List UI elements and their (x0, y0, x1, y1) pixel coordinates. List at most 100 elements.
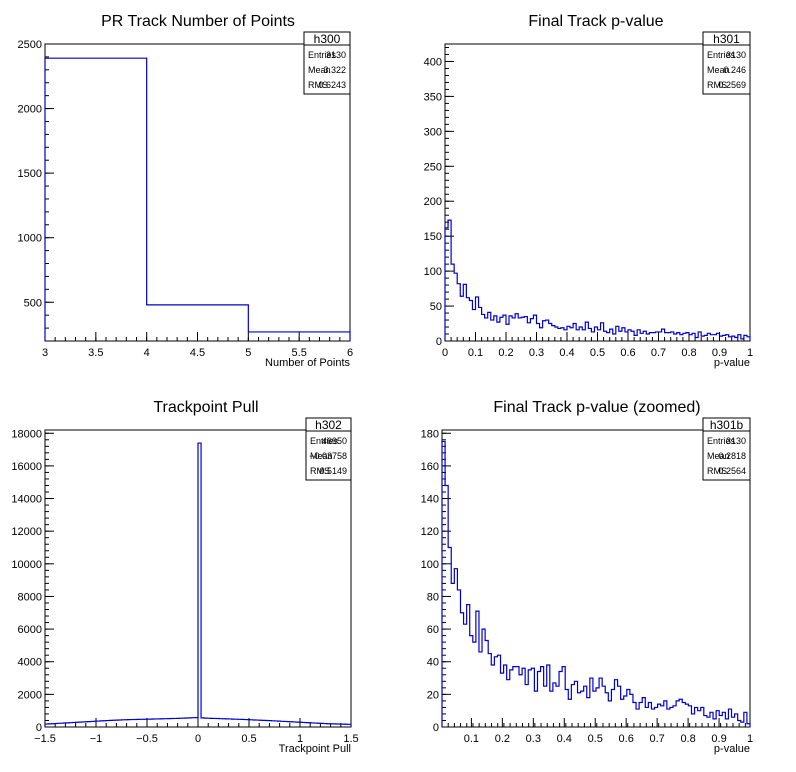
chart-title: PR Track Number of Points (101, 13, 295, 30)
y-tick-label: 0 (433, 722, 439, 734)
y-tick-label: 200 (424, 196, 442, 208)
x-tick-label: 0.5 (588, 733, 603, 745)
y-tick-label: 1000 (18, 233, 42, 245)
x-tick-label: 0.2 (498, 347, 513, 359)
stats-row-label: Mean (707, 65, 730, 75)
x-tick-label: 0.7 (649, 733, 664, 745)
stats-row-value: −0.03758 (309, 451, 347, 461)
stats-box-frame (305, 417, 352, 481)
y-tick-label: 20 (427, 689, 439, 701)
chart-title: Final Track p-value (528, 13, 663, 30)
stats-box-name: h300 (314, 32, 341, 46)
x-tick-label: 0.3 (526, 733, 541, 745)
x-tick-label: 1.5 (343, 733, 358, 745)
y-tick-label: 120 (421, 526, 439, 538)
y-tick-label: 100 (424, 266, 442, 278)
x-tick-label: 0.1 (468, 347, 483, 359)
stats-row-value: 3130 (726, 50, 746, 60)
y-tick-label: 10000 (11, 559, 42, 571)
x-tick-label: 0.9 (712, 347, 727, 359)
y-tick-label: 300 (424, 126, 442, 138)
stats-box-frame (702, 31, 751, 95)
y-tick-label: 500 (24, 297, 42, 309)
stats-row-value: 3130 (326, 50, 346, 60)
x-axis-label: Trackpoint Pull (279, 743, 351, 755)
stats-row-label: RMS (707, 80, 727, 90)
x-axis-label: p-value (714, 357, 750, 369)
y-tick-label: 100 (421, 559, 439, 571)
x-tick-label: 0.9 (711, 733, 726, 745)
x-tick-label: 0 (195, 733, 201, 745)
stats-row-label: RMS (707, 466, 727, 476)
y-tick-label: 18000 (11, 428, 42, 440)
y-tick-label: 50 (430, 301, 442, 313)
chart-title: Trackpoint Pull (153, 399, 258, 416)
x-tick-label: 0.8 (681, 347, 696, 359)
histogram-outline (441, 440, 751, 727)
y-tick-label: 14000 (11, 494, 42, 506)
stats-row-label: Entries (310, 436, 339, 446)
y-tick-label: 2000 (18, 104, 42, 116)
y-tick-label: 0 (436, 336, 442, 348)
stats-row-value: 0.2818 (718, 451, 746, 461)
x-tick-label: 0.5 (590, 347, 605, 359)
y-tick-label: 16000 (11, 461, 42, 473)
x-tick-label: 0.4 (559, 347, 574, 359)
x-tick-label: 3 (42, 347, 48, 359)
x-tick-label: 0.6 (620, 347, 635, 359)
stats-row-value: 3.322 (323, 65, 346, 75)
y-tick-label: 1500 (18, 168, 42, 180)
x-tick-label: 6 (347, 347, 353, 359)
y-tick-label: 140 (421, 494, 439, 506)
y-tick-label: 60 (427, 624, 439, 636)
y-tick-label: 400 (424, 56, 442, 68)
y-tick-label: 6000 (18, 624, 42, 636)
stats-row-value: 46950 (322, 436, 347, 446)
stats-row-label: RMS (308, 80, 328, 90)
x-tick-label: 4 (144, 347, 150, 359)
histogram-outline (444, 219, 751, 341)
histogram-panel-2: Final Track p-value 0 0.1 0.2 0.3 0.4 0.5 0.6 0.… (424, 13, 753, 369)
y-tick-label: 350 (424, 91, 442, 103)
x-tick-label: 0.3 (529, 347, 544, 359)
y-tick-label: 4000 (18, 657, 42, 669)
stats-row-value: 3130 (726, 436, 746, 446)
stats-row-value: 0.5149 (319, 466, 347, 476)
y-tick-label: 150 (424, 231, 442, 243)
x-tick-label: 0.2 (495, 733, 510, 745)
stats-row-label: Entries (707, 50, 736, 60)
x-tick-label: 4.5 (190, 347, 205, 359)
y-tick-label: 160 (421, 461, 439, 473)
stats-box-name: h301b (710, 418, 744, 432)
x-tick-label: 1 (747, 347, 753, 359)
y-tick-label: 250 (424, 161, 442, 173)
x-tick-label: 5 (245, 347, 251, 359)
x-tick-label: 1 (297, 733, 303, 745)
histogram-panel-1: PR Track Number of Points 3 3.5 4 4.5 5 5.5 6 50… (18, 13, 354, 369)
x-tick-label: 0.7 (651, 347, 666, 359)
histogram-outline (44, 442, 352, 727)
histogram-panel-3: Trackpoint Pull −1.5 −1 −0.5 0 0.5 1 1.5 0 2000 40… (11, 399, 358, 755)
x-tick-label: 0 (442, 347, 448, 359)
histogram-outline (44, 57, 351, 341)
y-tick-label: 80 (427, 591, 439, 603)
x-tick-label: 1 (747, 733, 753, 745)
x-tick-label: 3.5 (88, 347, 103, 359)
x-tick-label: −1 (90, 733, 103, 745)
chart-title: Final Track p-value (zoomed) (493, 399, 700, 416)
y-tick-label: 40 (427, 657, 439, 669)
stats-box-name: h301 (713, 32, 740, 46)
y-tick-label: 2500 (18, 39, 42, 51)
stats-row-value: 0.6243 (318, 80, 346, 90)
stats-row-label: Entries (707, 436, 736, 446)
y-tick-label: 8000 (18, 591, 42, 603)
x-axis-label: Number of Points (265, 357, 350, 369)
x-tick-label: 0.1 (464, 733, 479, 745)
x-tick-label: 0.4 (557, 733, 572, 745)
x-tick-label: 0.6 (619, 733, 634, 745)
